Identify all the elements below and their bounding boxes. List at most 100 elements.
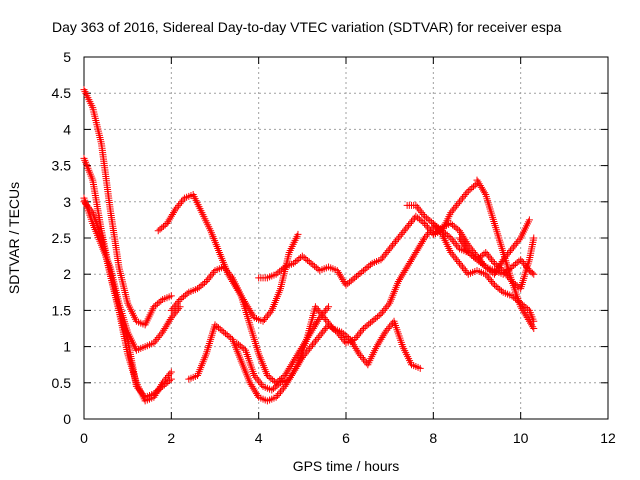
data-point	[286, 373, 294, 381]
data-point	[353, 346, 361, 354]
data-point	[454, 258, 462, 266]
data-point	[150, 339, 158, 347]
data-point	[417, 217, 425, 225]
data-point	[340, 277, 348, 285]
data-point	[399, 229, 407, 237]
data-point	[506, 247, 514, 255]
data-point	[409, 254, 417, 262]
series-track-13	[429, 216, 533, 278]
data-point	[221, 330, 229, 338]
data-point	[528, 321, 536, 329]
data-point	[474, 254, 482, 262]
data-point	[310, 339, 318, 347]
data-point	[204, 276, 212, 284]
data-point	[214, 324, 222, 332]
y-tick-label: 4.5	[52, 85, 72, 101]
data-point	[309, 261, 317, 269]
data-point	[345, 334, 353, 342]
data-point	[272, 393, 280, 401]
data-point	[251, 388, 259, 396]
data-point	[153, 300, 161, 308]
data-point	[397, 230, 405, 238]
data-point	[287, 361, 295, 369]
data-point	[421, 234, 429, 242]
y-tick-label: 2.5	[52, 230, 72, 246]
data-point	[173, 203, 181, 211]
data-point	[323, 317, 331, 325]
data-point	[480, 187, 488, 195]
data-point	[402, 225, 410, 233]
data-point	[307, 343, 315, 351]
data-point	[453, 256, 461, 264]
data-point	[358, 268, 366, 276]
data-point	[178, 198, 186, 206]
data-point	[485, 274, 493, 282]
data-point	[453, 201, 461, 209]
data-point	[300, 254, 308, 262]
y-tick-label: 0	[63, 411, 71, 427]
data-point	[448, 236, 456, 244]
data-point	[460, 265, 468, 273]
data-point	[277, 388, 284, 396]
data-point	[530, 270, 538, 278]
data-point	[172, 205, 180, 213]
data-point	[447, 220, 455, 228]
data-point	[359, 267, 367, 275]
data-point	[365, 320, 373, 328]
data-point	[520, 308, 528, 316]
data-point	[408, 218, 415, 226]
data-point	[386, 323, 394, 331]
data-point	[501, 268, 509, 276]
data-point	[164, 372, 172, 380]
data-point	[412, 212, 420, 220]
y-tick-label: 2	[63, 266, 71, 282]
data-point	[375, 339, 383, 347]
data-point	[178, 294, 186, 302]
data-point	[327, 323, 335, 331]
data-point	[221, 265, 229, 273]
data-point	[341, 331, 349, 339]
data-point	[475, 180, 483, 188]
data-point	[249, 384, 257, 392]
data-point	[252, 373, 260, 381]
data-point	[361, 323, 369, 331]
data-point	[152, 301, 160, 309]
data-point	[176, 296, 184, 304]
data-point	[210, 268, 218, 276]
data-point	[498, 258, 506, 266]
data-point	[344, 280, 352, 288]
data-point	[483, 272, 491, 280]
data-point	[485, 252, 493, 260]
data-point	[274, 391, 282, 399]
data-point	[450, 205, 458, 213]
data-point	[350, 341, 358, 349]
data-point	[153, 335, 161, 343]
data-point	[311, 262, 319, 270]
data-point	[522, 304, 530, 312]
data-point	[497, 287, 505, 295]
data-point	[352, 334, 360, 342]
data-point	[414, 245, 422, 253]
data-point	[523, 314, 531, 322]
data-point	[457, 261, 465, 269]
data-point	[233, 339, 241, 347]
data-point	[482, 270, 490, 278]
data-point	[339, 276, 347, 284]
data-point	[489, 279, 497, 287]
data-point	[433, 227, 441, 235]
data-point	[451, 203, 459, 211]
data-point	[517, 303, 525, 311]
data-point	[447, 248, 455, 256]
data-marks	[80, 86, 538, 405]
data-point	[157, 297, 165, 305]
data-point	[495, 263, 503, 271]
data-point	[510, 262, 518, 270]
data-point	[351, 343, 359, 351]
data-point	[320, 326, 328, 334]
data-point	[309, 341, 317, 349]
data-point	[411, 250, 419, 258]
data-point	[380, 252, 388, 260]
data-point	[181, 291, 189, 299]
series-track-5	[154, 191, 302, 325]
series-track-1	[80, 86, 175, 329]
